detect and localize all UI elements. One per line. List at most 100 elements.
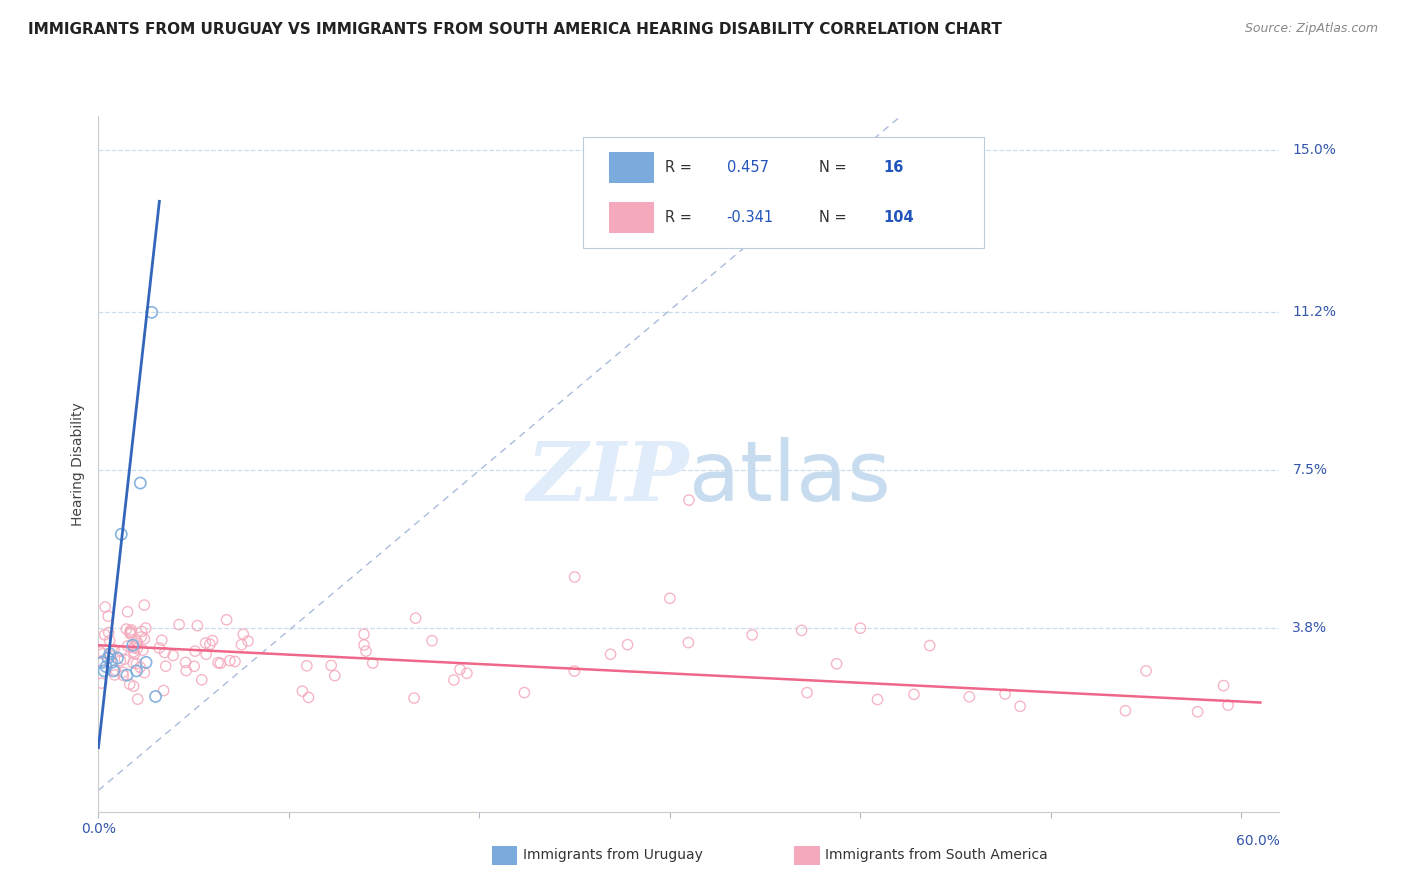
- Point: [849, 621, 872, 635]
- Point: [207, 656, 229, 670]
- Point: [98, 647, 121, 661]
- Point: [174, 664, 197, 678]
- Point: [231, 638, 253, 652]
- Point: [91, 647, 114, 661]
- Point: [115, 622, 138, 636]
- FancyBboxPatch shape: [582, 136, 984, 248]
- Point: [353, 627, 375, 641]
- Text: Immigrants from South America: Immigrants from South America: [825, 848, 1047, 863]
- Point: [125, 634, 148, 648]
- Point: [111, 665, 134, 680]
- Point: [120, 624, 142, 639]
- Text: Immigrants from Uruguay: Immigrants from Uruguay: [523, 848, 703, 863]
- Point: [93, 664, 115, 678]
- Point: [678, 635, 700, 649]
- Point: [658, 591, 681, 606]
- Point: [796, 685, 818, 699]
- Point: [134, 632, 156, 646]
- Point: [124, 647, 146, 661]
- Point: [198, 637, 221, 651]
- Y-axis label: Hearing Disability: Hearing Disability: [72, 402, 86, 525]
- Point: [94, 659, 117, 673]
- FancyBboxPatch shape: [609, 153, 654, 184]
- Point: [127, 636, 149, 650]
- Point: [103, 642, 125, 657]
- FancyBboxPatch shape: [609, 202, 654, 233]
- Point: [104, 668, 127, 682]
- Point: [194, 636, 217, 650]
- Text: N =: N =: [818, 161, 846, 176]
- Point: [111, 644, 134, 658]
- Point: [195, 647, 218, 661]
- Point: [443, 673, 465, 687]
- Point: [564, 570, 586, 584]
- Point: [100, 656, 122, 670]
- Text: R =: R =: [665, 161, 692, 176]
- Point: [122, 679, 145, 693]
- Point: [209, 657, 232, 671]
- Point: [97, 609, 120, 624]
- Point: [118, 677, 141, 691]
- Point: [167, 617, 190, 632]
- Point: [121, 638, 143, 652]
- Point: [104, 663, 127, 677]
- Point: [127, 692, 149, 706]
- Point: [125, 664, 148, 678]
- Point: [420, 633, 443, 648]
- Point: [122, 645, 145, 659]
- Point: [201, 633, 224, 648]
- Text: 15.0%: 15.0%: [1292, 143, 1336, 157]
- Point: [1216, 698, 1239, 713]
- Point: [153, 646, 176, 660]
- Point: [174, 656, 197, 670]
- Point: [115, 668, 138, 682]
- Point: [93, 628, 115, 642]
- Point: [1187, 705, 1209, 719]
- Point: [1212, 679, 1234, 693]
- Text: IMMIGRANTS FROM URUGUAY VS IMMIGRANTS FROM SOUTH AMERICA HEARING DISABILITY CORR: IMMIGRANTS FROM URUGUAY VS IMMIGRANTS FR…: [28, 22, 1002, 37]
- Point: [129, 660, 152, 674]
- Point: [599, 647, 621, 661]
- Point: [323, 668, 346, 682]
- Point: [150, 633, 173, 648]
- Point: [291, 684, 314, 698]
- Point: [405, 611, 427, 625]
- Point: [98, 648, 121, 663]
- Point: [184, 644, 207, 658]
- Point: [90, 676, 112, 690]
- Point: [134, 665, 156, 680]
- Point: [155, 659, 177, 673]
- Point: [125, 657, 148, 671]
- Point: [112, 652, 135, 666]
- Point: [678, 493, 700, 508]
- Point: [124, 640, 146, 654]
- Point: [120, 625, 142, 640]
- Text: 104: 104: [884, 210, 914, 225]
- Text: 3.8%: 3.8%: [1292, 621, 1327, 635]
- Text: ZIP: ZIP: [526, 438, 689, 517]
- Point: [297, 690, 319, 705]
- Point: [741, 628, 763, 642]
- Point: [616, 638, 638, 652]
- Text: 7.5%: 7.5%: [1292, 463, 1327, 477]
- Point: [152, 683, 174, 698]
- Point: [564, 664, 586, 678]
- Point: [404, 691, 426, 706]
- Point: [295, 658, 318, 673]
- Point: [141, 305, 163, 319]
- Point: [110, 654, 132, 668]
- Point: [183, 659, 205, 673]
- Point: [135, 621, 157, 635]
- Point: [129, 476, 152, 491]
- Point: [825, 657, 848, 671]
- Point: [148, 640, 170, 655]
- Point: [127, 641, 149, 656]
- Point: [103, 664, 125, 678]
- Point: [236, 634, 259, 648]
- Text: 11.2%: 11.2%: [1292, 305, 1336, 319]
- Point: [107, 651, 129, 665]
- Point: [186, 618, 208, 632]
- Point: [218, 654, 240, 668]
- Point: [134, 598, 156, 612]
- Text: -0.341: -0.341: [727, 210, 773, 225]
